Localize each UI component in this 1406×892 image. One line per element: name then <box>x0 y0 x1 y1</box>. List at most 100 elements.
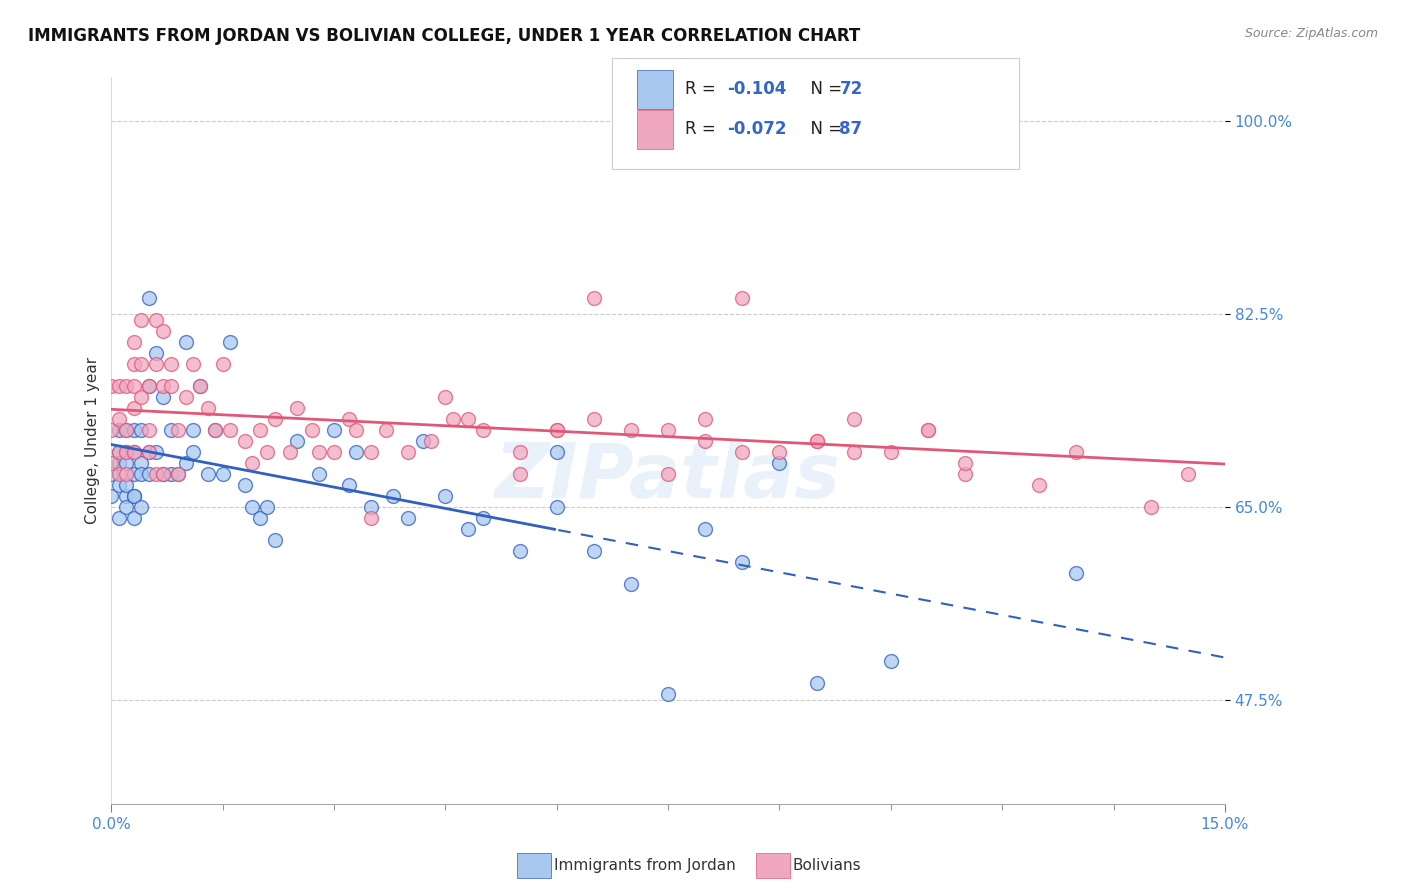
Point <box>256 445 278 459</box>
Point <box>582 412 605 426</box>
Point <box>122 334 145 349</box>
Point <box>138 378 160 392</box>
Point <box>263 533 285 547</box>
Point <box>152 467 174 481</box>
Point <box>122 511 145 525</box>
Point <box>360 500 382 514</box>
Point <box>138 423 160 437</box>
Point <box>115 489 138 503</box>
Point <box>917 423 939 437</box>
Point <box>108 456 131 470</box>
Point <box>249 511 271 525</box>
Point <box>152 467 174 481</box>
Text: R =: R = <box>685 80 721 98</box>
Point <box>806 434 828 448</box>
Point <box>122 378 145 392</box>
Point <box>108 423 131 437</box>
Point <box>108 378 131 392</box>
Point <box>138 467 160 481</box>
Point <box>731 445 754 459</box>
Point <box>285 401 308 415</box>
Point <box>323 423 346 437</box>
Point <box>211 467 233 481</box>
Point <box>129 500 152 514</box>
Point <box>115 500 138 514</box>
Point <box>917 423 939 437</box>
Point <box>233 434 256 448</box>
Text: N =: N = <box>800 120 848 138</box>
Text: R =: R = <box>685 120 721 138</box>
Point <box>174 334 197 349</box>
Point <box>396 511 419 525</box>
Point <box>115 423 138 437</box>
Point <box>768 445 790 459</box>
Point <box>167 467 190 481</box>
Point <box>138 445 160 459</box>
Point <box>344 423 367 437</box>
Point <box>190 378 212 392</box>
Point <box>412 434 434 448</box>
Point <box>167 467 190 481</box>
Point <box>129 390 152 404</box>
Point <box>159 357 181 371</box>
Point <box>620 423 643 437</box>
Point <box>842 412 865 426</box>
Point <box>174 390 197 404</box>
Point <box>263 412 285 426</box>
Point <box>190 378 212 392</box>
Point <box>145 467 167 481</box>
Point <box>145 357 167 371</box>
Point <box>100 489 122 503</box>
Point <box>953 456 976 470</box>
Text: -0.104: -0.104 <box>727 80 786 98</box>
Point <box>108 445 131 459</box>
Point <box>419 434 441 448</box>
Text: 72: 72 <box>839 80 863 98</box>
Point <box>145 445 167 459</box>
Point <box>152 378 174 392</box>
Point <box>108 445 131 459</box>
Point <box>138 378 160 392</box>
Text: -0.072: -0.072 <box>727 120 786 138</box>
Point <box>233 478 256 492</box>
Point <box>100 378 122 392</box>
Point <box>197 401 219 415</box>
Point <box>768 456 790 470</box>
Text: 87: 87 <box>839 120 862 138</box>
Point <box>181 357 204 371</box>
Point <box>441 412 464 426</box>
Point <box>880 654 903 668</box>
Point <box>115 423 138 437</box>
Point <box>546 423 568 437</box>
Point <box>249 423 271 437</box>
Point <box>138 291 160 305</box>
Text: Source: ZipAtlas.com: Source: ZipAtlas.com <box>1244 27 1378 40</box>
Point <box>219 423 242 437</box>
Point <box>880 445 903 459</box>
Point <box>1066 566 1088 580</box>
Point <box>308 467 330 481</box>
Point <box>138 445 160 459</box>
Point <box>129 456 152 470</box>
Point <box>546 445 568 459</box>
Point <box>457 522 479 536</box>
Point <box>159 378 181 392</box>
Point <box>181 445 204 459</box>
Point <box>657 467 679 481</box>
Point <box>842 445 865 459</box>
Point <box>219 334 242 349</box>
Point <box>731 555 754 569</box>
Point <box>152 324 174 338</box>
Point <box>242 456 264 470</box>
Point <box>731 291 754 305</box>
Point <box>582 544 605 558</box>
Point <box>129 357 152 371</box>
Point <box>129 467 152 481</box>
Point <box>115 467 138 481</box>
Point <box>337 478 360 492</box>
Point <box>122 445 145 459</box>
Point <box>360 511 382 525</box>
Point <box>256 500 278 514</box>
Point <box>122 467 145 481</box>
Point <box>129 312 152 326</box>
